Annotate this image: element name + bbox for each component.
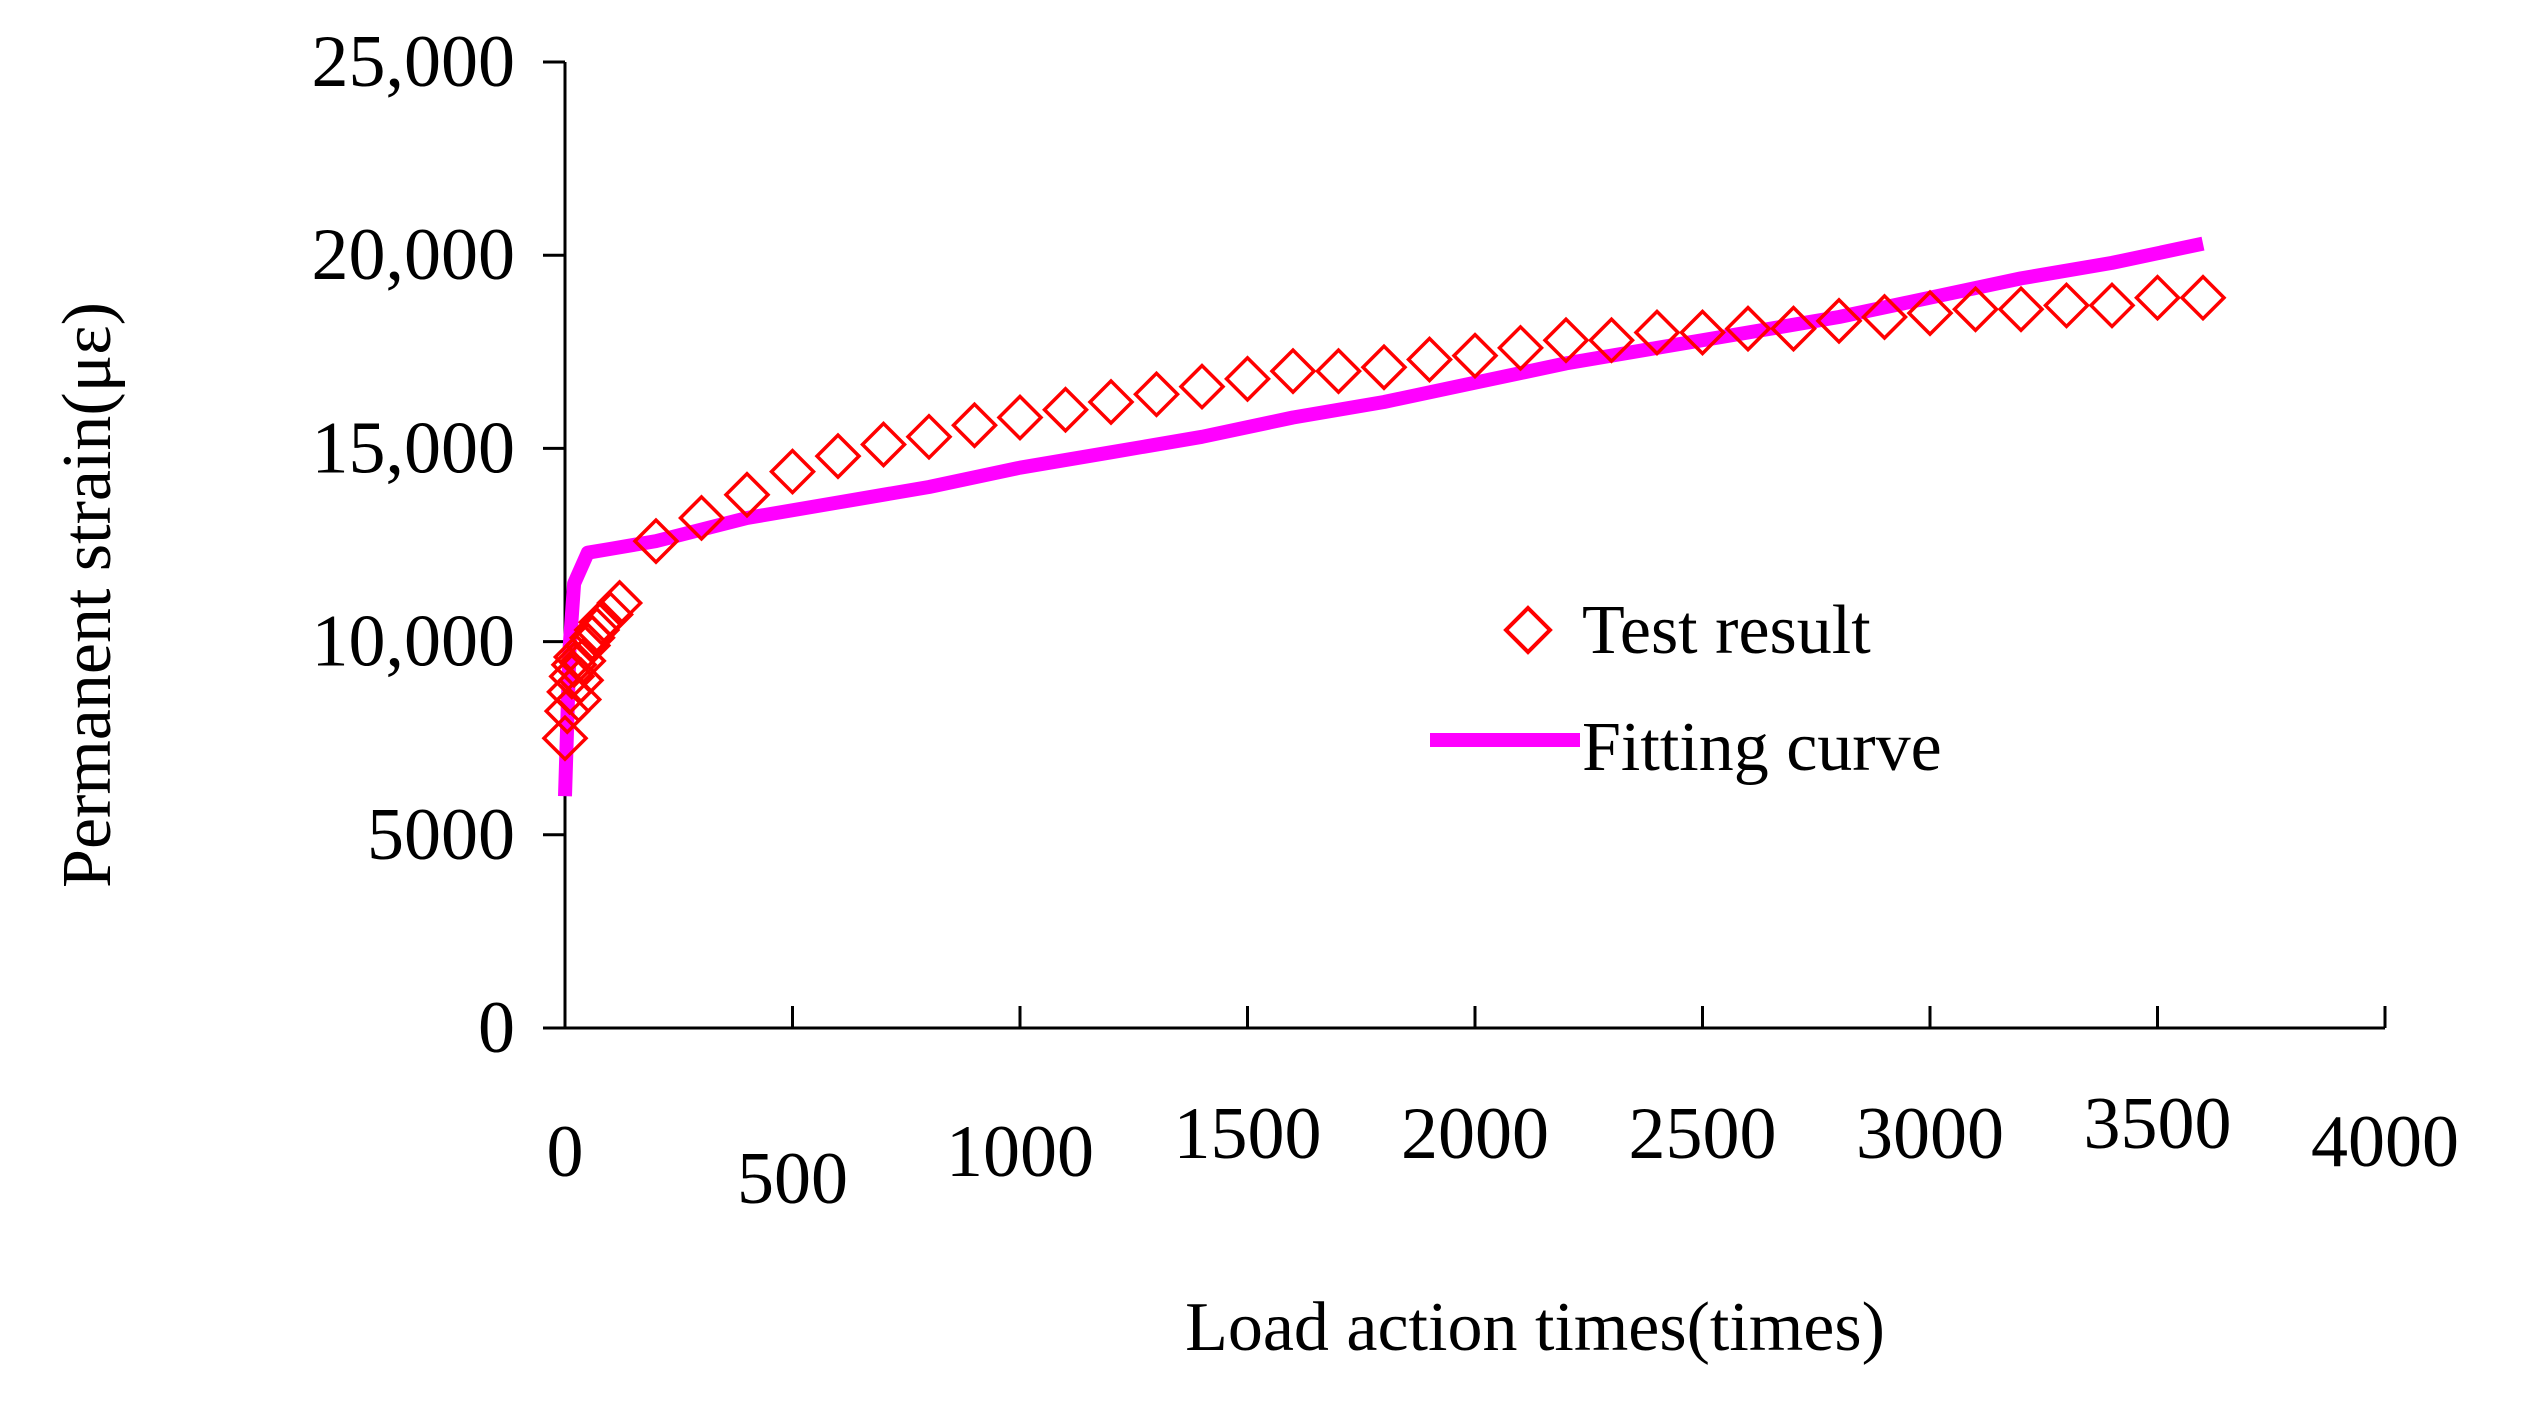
test-result-point [723, 471, 771, 519]
series-test-result [541, 274, 2227, 762]
y-tick-label: 20,000 [312, 214, 516, 296]
y-tick-label: 15,000 [312, 407, 516, 489]
y-axis-label: Permanent strain(με) [49, 302, 126, 888]
legend-label-test-result: Test result [1582, 592, 1871, 669]
y-tick-label: 25,000 [312, 21, 516, 103]
test-result-point [2134, 274, 2181, 322]
test-result-point [678, 494, 725, 542]
test-result-point [1224, 355, 1271, 403]
test-result-point [1633, 309, 1681, 356]
x-tick-label: 3000 [1856, 1093, 2004, 1175]
test-result-point [555, 676, 603, 724]
series-fitting-curve [558, 236, 2205, 797]
x-tick-label: 4000 [2311, 1101, 2459, 1183]
test-result-point [632, 517, 680, 565]
test-result-point [1815, 297, 1863, 345]
test-result-point [2179, 274, 2227, 322]
test-result-point [1679, 309, 1726, 356]
test-result-point [996, 394, 1044, 441]
test-result-point [1269, 347, 1317, 395]
test-result-point [552, 633, 600, 681]
x-tick-label: 3500 [2084, 1083, 2232, 1165]
test-result-point [814, 432, 862, 480]
test-result-point [1133, 370, 1180, 418]
x-tick-label: 1500 [1174, 1093, 1322, 1175]
test-result-point [543, 687, 591, 735]
y-axis-ticks: 0 5000 10,000 15,000 20,000 25,000 [312, 21, 565, 1069]
legend-marker-test-result [1503, 605, 1553, 655]
x-tick-label: 500 [737, 1138, 848, 1220]
test-result-point [905, 413, 953, 461]
test-result-point [1178, 363, 1226, 411]
test-result-point [860, 421, 907, 469]
x-axis-label: Load action times(times) [1185, 1289, 1885, 1366]
y-tick-label: 10,000 [312, 601, 516, 683]
y-tick-label: 0 [478, 987, 515, 1069]
test-result-point [1906, 289, 1954, 337]
x-axis-ticks: 0 500 1000 1500 2000 2500 3000 3500 4000 [547, 1006, 2459, 1220]
test-result-point [577, 598, 625, 646]
test-result-point [1770, 305, 1817, 353]
test-result-point [951, 401, 998, 449]
x-tick-label: 2000 [1401, 1093, 1549, 1175]
legend-item-fitting-curve: Fitting curve [1430, 709, 1942, 786]
test-result-point [1451, 332, 1499, 380]
test-result-point [1861, 293, 1908, 341]
x-tick-label: 0 [547, 1111, 584, 1193]
legend: Test result Fitting curve [1430, 592, 1942, 786]
y-tick-label: 5000 [367, 794, 515, 876]
test-result-point [587, 591, 634, 639]
test-result-point [596, 579, 644, 627]
test-result-point [1406, 336, 1453, 384]
axes [563, 62, 2385, 1030]
test-result-point [1497, 324, 1544, 372]
test-result-point [2088, 281, 2136, 329]
test-result-point [1952, 285, 1999, 333]
test-result-point [2043, 281, 2090, 329]
test-result-point [1042, 386, 1089, 434]
test-result-point [1087, 378, 1135, 426]
test-result-point [1315, 347, 1362, 395]
test-result-point [1360, 343, 1408, 391]
test-result-point [1997, 285, 2045, 333]
test-result-point [1588, 316, 1635, 364]
test-result-point [1542, 316, 1590, 364]
test-result-point [541, 714, 589, 762]
test-result-point [769, 448, 816, 496]
x-tick-label: 2500 [1629, 1093, 1777, 1175]
test-result-point [1724, 305, 1772, 353]
test-result-point [557, 656, 605, 704]
x-tick-label: 1000 [946, 1111, 1094, 1193]
test-result-point [550, 641, 598, 689]
legend-item-test-result: Test result [1503, 592, 1871, 669]
legend-label-fitting-curve: Fitting curve [1582, 709, 1942, 786]
fitting-curve-line [558, 236, 2205, 797]
